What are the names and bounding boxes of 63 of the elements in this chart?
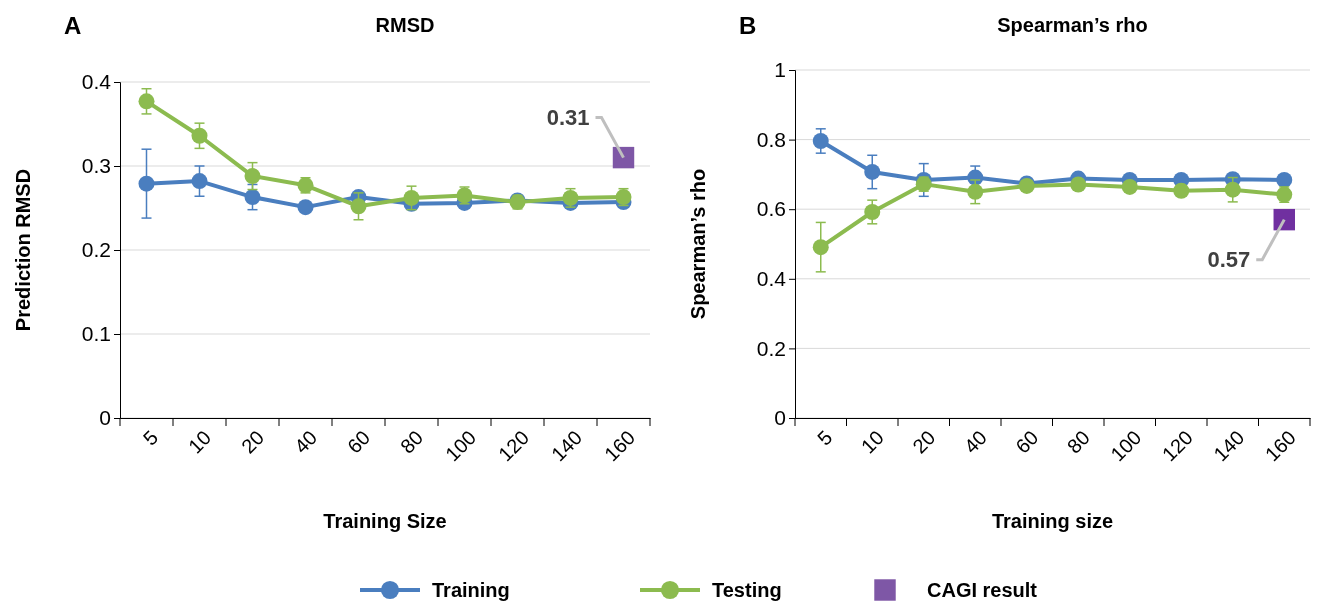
text: A — [64, 12, 82, 39]
x-tick-label: 10 — [856, 426, 889, 458]
point — [864, 163, 881, 180]
x-tick-label: 20 — [236, 426, 269, 458]
point — [1121, 178, 1138, 195]
data-label: 0.57 — [1207, 247, 1251, 273]
x-tick-label: 160 — [1260, 426, 1301, 466]
x-tick-label: 10 — [183, 426, 216, 458]
y-tick-label: 0.4 — [756, 267, 787, 291]
y-tick-label: 0.4 — [81, 70, 112, 94]
x-tick-label: 20 — [908, 426, 940, 458]
x-tick-label: 140 — [1209, 426, 1249, 466]
y-tick-label: 0.3 — [81, 154, 111, 178]
y-tick-label: 0.8 — [756, 127, 786, 151]
point — [967, 183, 984, 200]
legend-label: Testing — [712, 579, 782, 601]
point — [191, 173, 208, 190]
x-tick-label: 100 — [441, 426, 481, 466]
x-tick-label: 40 — [289, 426, 322, 458]
point — [1224, 181, 1241, 198]
legend-label: Training — [432, 579, 510, 601]
x-tick-label: 120 — [1157, 426, 1198, 466]
chart-title: RMSD — [375, 14, 435, 36]
point — [1173, 182, 1190, 199]
x-tick-label: 100 — [1106, 426, 1146, 466]
point — [403, 189, 420, 206]
text: B — [739, 12, 757, 39]
point — [138, 93, 155, 110]
y-tick-label: 0 — [99, 406, 111, 430]
x-axis-title: Training Size — [323, 510, 447, 532]
point — [864, 203, 881, 220]
x-axis-title: Training size — [991, 510, 1114, 532]
y-tick-label: 0.2 — [756, 336, 786, 360]
x-tick-label: 80 — [395, 426, 428, 458]
y-tick-label: 0 — [774, 406, 786, 430]
point — [138, 175, 155, 192]
y-tick-label: 1 — [774, 58, 786, 82]
x-tick-label: 120 — [494, 426, 534, 466]
y-axis-title: Spearman’s rho — [687, 168, 709, 320]
legend-label: CAGI result — [927, 579, 1038, 601]
x-tick-label: 140 — [547, 426, 587, 466]
point — [244, 168, 261, 185]
point — [191, 127, 208, 144]
y-tick-label: 0.1 — [81, 322, 111, 346]
point — [812, 239, 829, 256]
x-tick-label: 60 — [1011, 426, 1043, 458]
y-tick-label: 0.6 — [756, 197, 786, 221]
data-label: 0.31 — [546, 105, 590, 131]
point — [244, 189, 261, 206]
y-tick-label: 0.2 — [81, 238, 111, 262]
x-tick-label: 5 — [138, 426, 163, 450]
x-tick-label: 80 — [1062, 426, 1095, 458]
x-tick-label: 5 — [813, 426, 837, 450]
point — [812, 132, 829, 149]
point — [1276, 171, 1293, 188]
chart-title: Spearman’s rho — [997, 14, 1148, 36]
point — [1070, 176, 1087, 193]
x-tick-label: 40 — [959, 426, 992, 458]
point — [297, 199, 314, 216]
point — [350, 198, 367, 215]
y-axis-title: Prediction RMSD — [12, 168, 34, 332]
x-tick-label: 160 — [600, 426, 640, 466]
x-tick-label: 60 — [342, 426, 375, 458]
